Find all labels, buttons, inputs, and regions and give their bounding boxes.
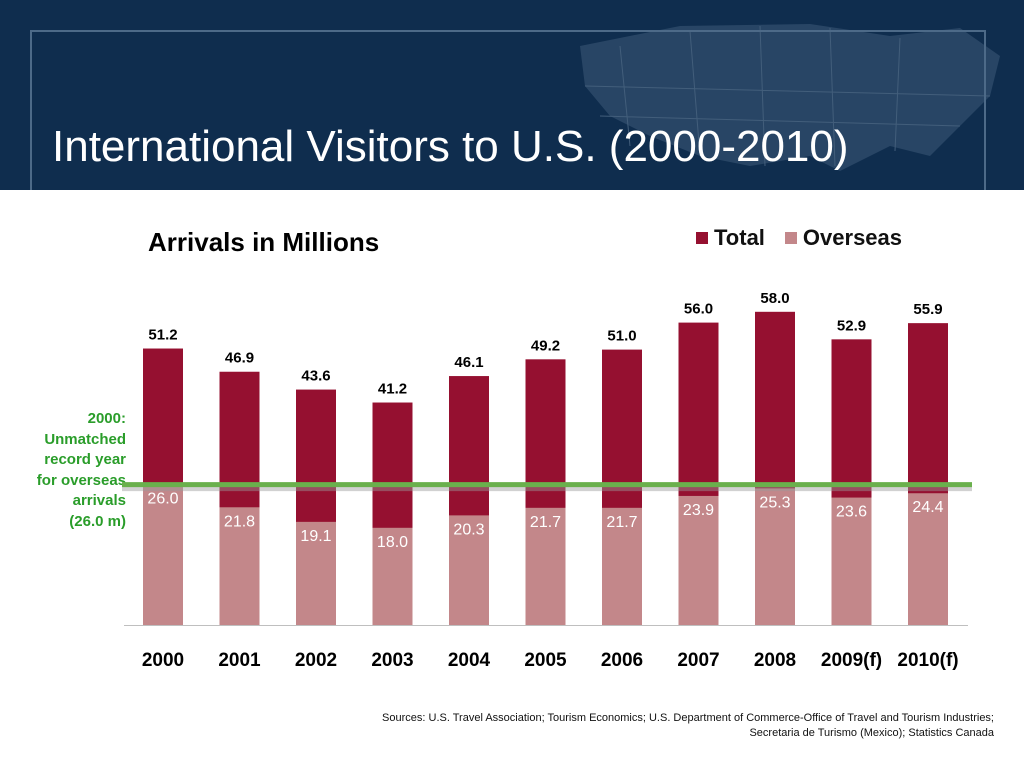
record-annotation: 2000: Unmatched record year for overseas… (36, 410, 126, 530)
total-label-2008: 58.0 (760, 290, 789, 307)
header-frame (30, 30, 986, 190)
total-label-2001: 46.9 (225, 350, 254, 367)
total-label-2006: 51.0 (607, 328, 636, 345)
x-tick-2000: 2000 (142, 650, 184, 671)
sources-line-2: Secretaria de Turismo (Mexico); Statisti… (749, 727, 994, 739)
bar-overseas-2010(f) (908, 493, 948, 625)
overseas-label-2009(f): 23.6 (836, 504, 867, 521)
bar-overseas-2005 (525, 507, 566, 625)
x-tick-2003: 2003 (371, 650, 413, 671)
bar-overseas-2008 (755, 488, 795, 625)
x-tick-2002: 2002 (295, 650, 337, 671)
x-tick-2001: 2001 (218, 650, 261, 671)
x-tick-2004: 2004 (448, 650, 491, 671)
sources-line-1: Sources: U.S. Travel Association; Touris… (382, 712, 994, 724)
bar-overseas-2006 (602, 507, 642, 625)
sources-note: Sources: U.S. Travel Association; Touris… (274, 711, 994, 741)
overseas-label-2001: 21.8 (224, 513, 255, 530)
legend-swatch-overseas (784, 232, 797, 244)
legend-label-total: Total (714, 225, 765, 250)
overseas-label-2010(f): 24.4 (912, 499, 943, 516)
bar-overseas-2004 (449, 515, 489, 625)
overseas-label-2004: 20.3 (453, 521, 484, 538)
x-tick-2008: 2008 (754, 650, 796, 671)
us-map-watermark (580, 24, 1000, 171)
total-label-2005: 49.2 (531, 337, 560, 354)
x-tick-2006: 2006 (601, 650, 643, 671)
overseas-label-2007: 23.9 (683, 502, 714, 519)
bar-overseas-2009(f) (831, 497, 872, 625)
overseas-label-2003: 18.0 (377, 534, 408, 551)
bar-overseas-2007 (678, 495, 719, 625)
overseas-label-2006: 21.7 (606, 514, 637, 531)
overseas-label-2005: 21.7 (530, 514, 561, 531)
total-label-2004: 46.1 (454, 354, 483, 371)
overseas-label-2000: 26.0 (147, 491, 178, 508)
total-label-2003: 41.2 (378, 381, 407, 398)
legend-item-total: Total (696, 225, 765, 251)
slide-header (0, 0, 1024, 190)
bar-overseas-2000 (143, 484, 183, 625)
total-label-2009(f): 52.9 (837, 317, 866, 334)
x-tick-2009(f): 2009(f) (821, 650, 882, 671)
x-tick-2010(f): 2010(f) (897, 650, 958, 671)
x-tick-2005: 2005 (524, 650, 567, 671)
bar-overseas-2001 (219, 507, 260, 625)
chart-subtitle: Arrivals in Millions (148, 227, 380, 257)
overseas-label-2008: 25.3 (759, 494, 790, 511)
total-label-2000: 51.2 (148, 327, 177, 344)
total-label-2010(f): 55.9 (913, 301, 942, 318)
total-label-2007: 56.0 (684, 301, 713, 318)
legend-item-overseas: Overseas (784, 225, 903, 251)
legend-label-overseas: Overseas (802, 225, 903, 250)
total-label-2002: 43.6 (301, 368, 330, 385)
slide-title: International Visitors to U.S. (2000-201… (52, 122, 849, 171)
chart-legend: Total Overseas (696, 225, 922, 251)
x-tick-2007: 2007 (677, 650, 719, 671)
legend-swatch-total (696, 232, 708, 244)
overseas-label-2002: 19.1 (300, 528, 331, 545)
bar-overseas-2003 (372, 527, 413, 625)
bar-overseas-2002 (296, 521, 336, 625)
